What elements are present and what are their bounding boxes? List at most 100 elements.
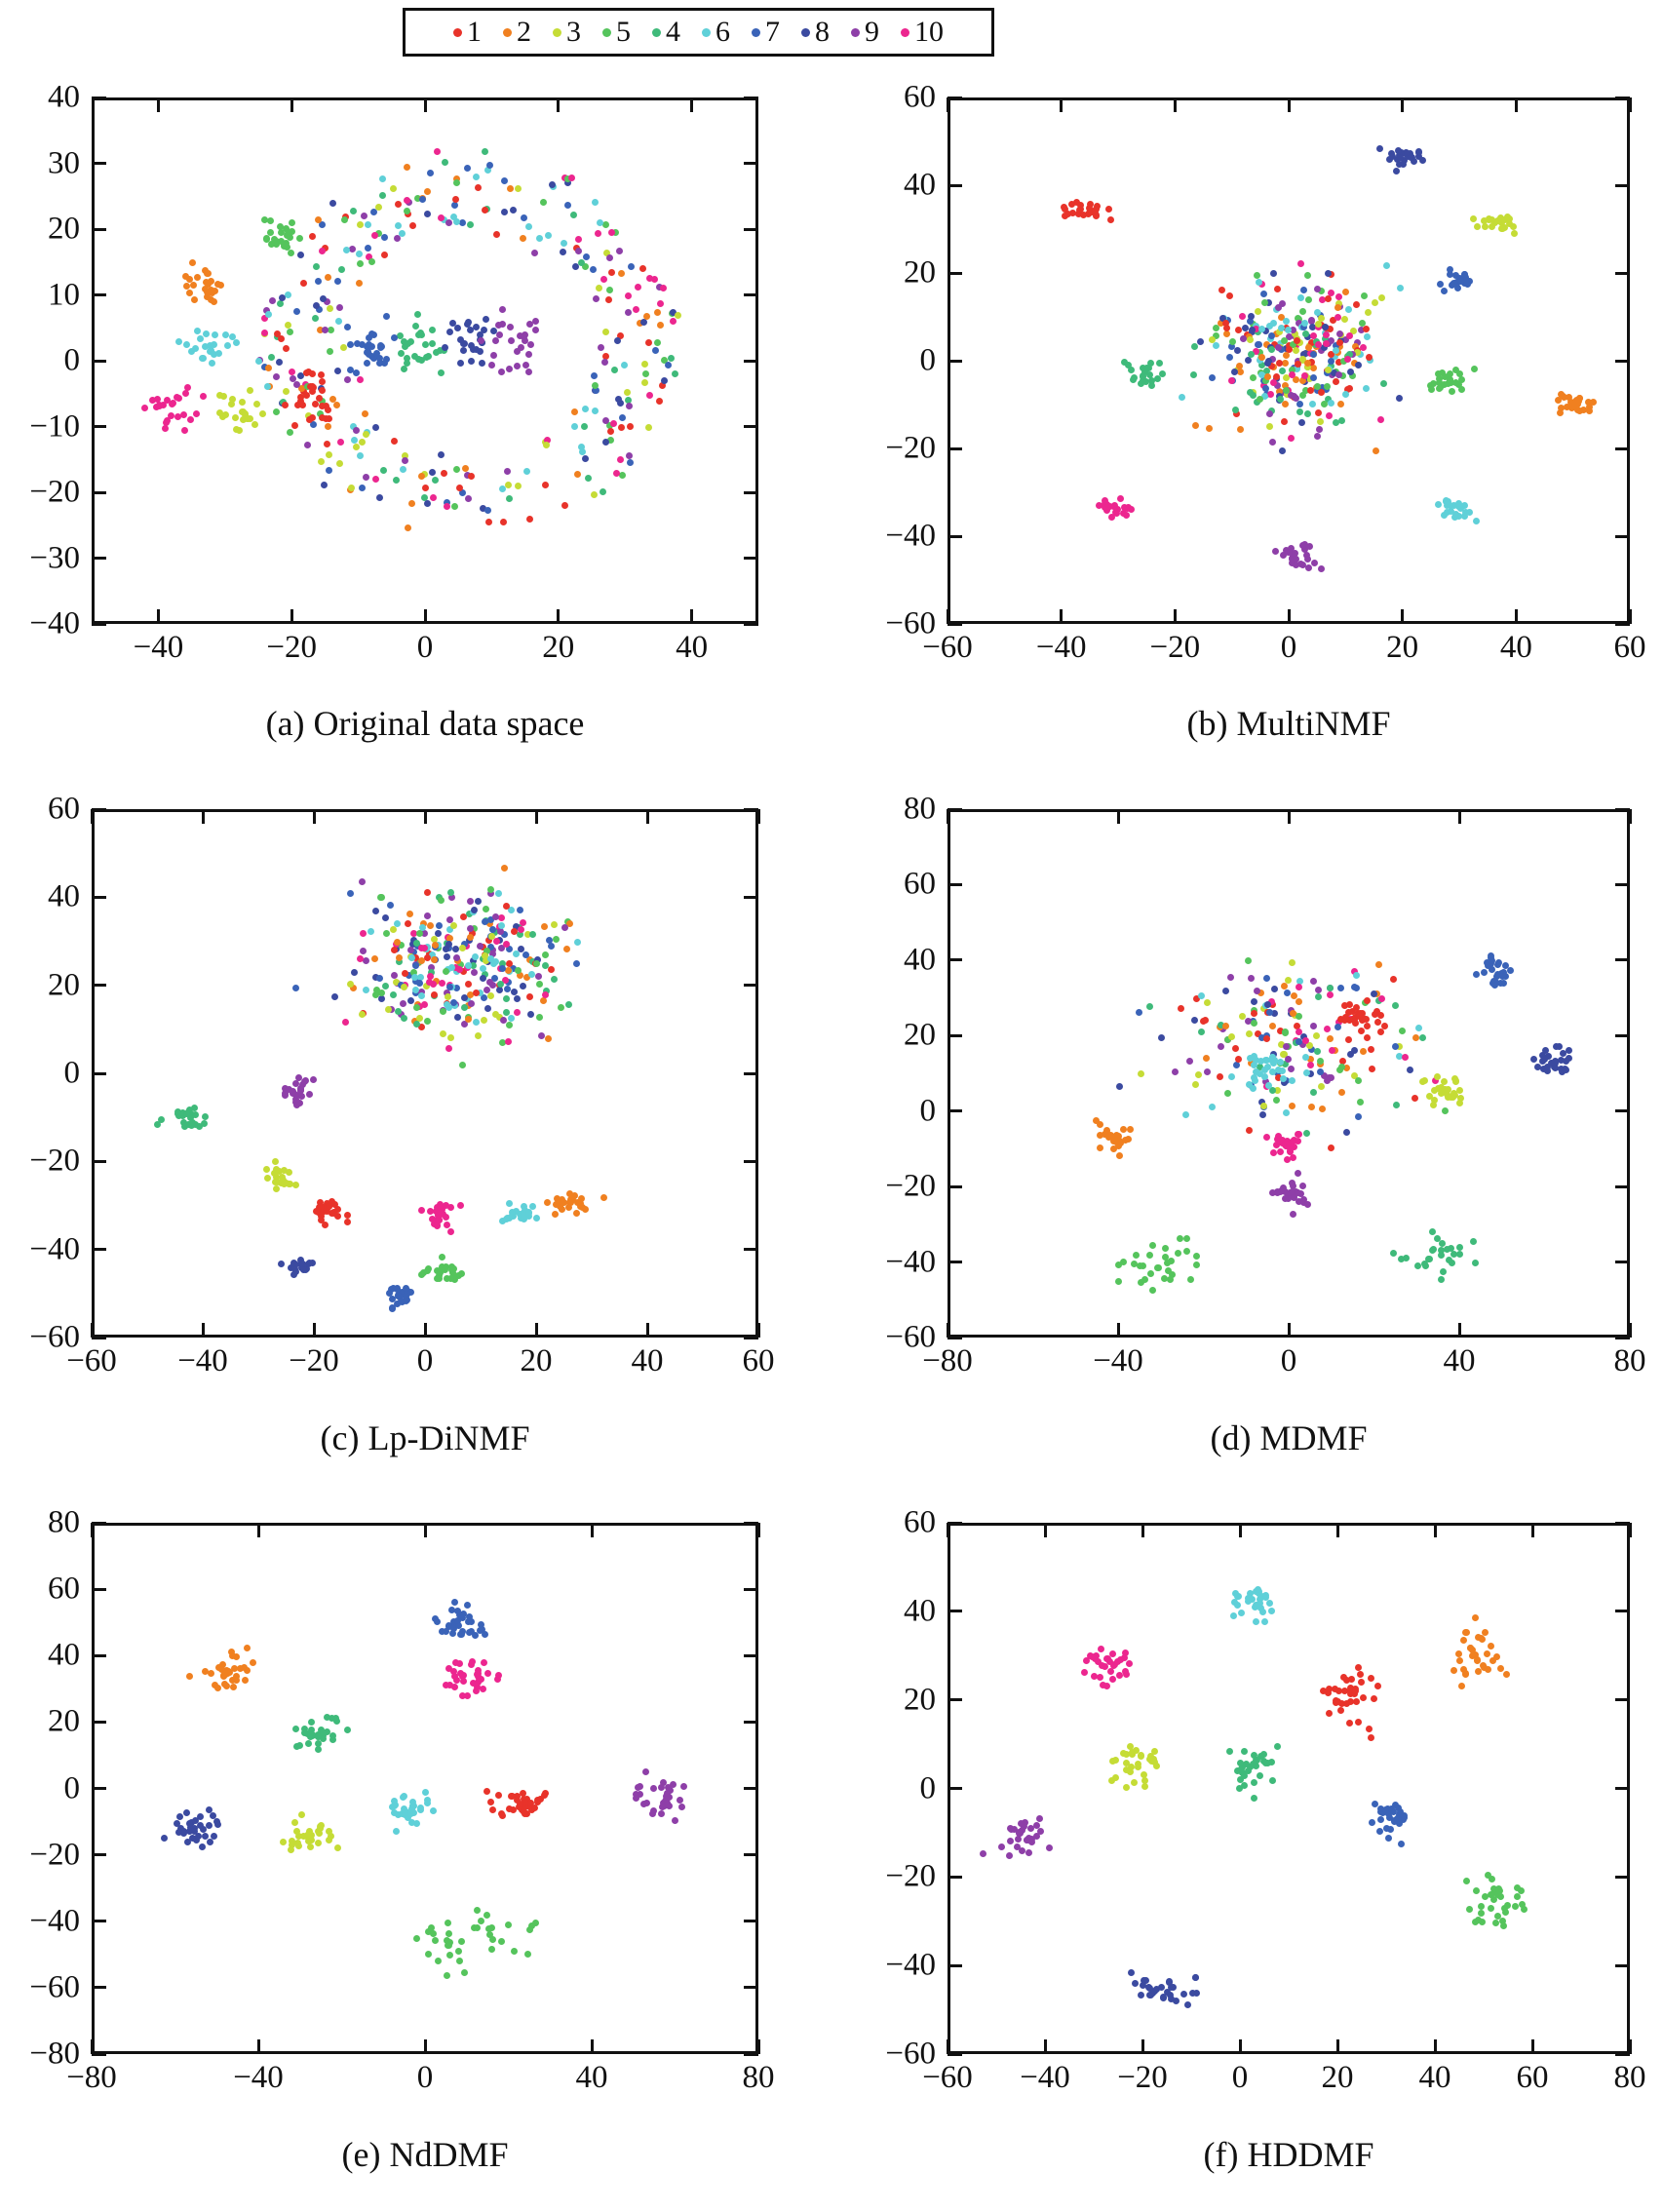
data-point xyxy=(582,252,590,260)
data-point xyxy=(359,929,367,937)
data-point xyxy=(1302,1129,1310,1137)
data-point xyxy=(1456,1244,1464,1252)
y-tick-mark-right xyxy=(1615,1787,1630,1790)
data-point xyxy=(472,1688,480,1695)
data-point xyxy=(1299,351,1307,359)
data-point xyxy=(1367,1734,1374,1742)
data-point xyxy=(446,1951,454,1959)
data-point xyxy=(333,402,341,409)
data-point xyxy=(1134,1761,1141,1768)
data-point xyxy=(484,506,492,514)
data-point xyxy=(420,1001,428,1009)
data-point xyxy=(266,217,274,225)
data-point xyxy=(1122,1649,1130,1657)
data-point xyxy=(1421,1077,1429,1085)
y-tick-label: −40 xyxy=(29,605,80,641)
data-point xyxy=(1400,156,1408,164)
data-point xyxy=(348,484,356,491)
data-point xyxy=(1341,316,1349,324)
data-point xyxy=(561,502,568,510)
data-point xyxy=(600,359,608,367)
data-point xyxy=(612,229,620,237)
y-tick-mark xyxy=(948,2052,962,2056)
data-point xyxy=(1277,1148,1285,1156)
data-point xyxy=(1287,544,1295,552)
data-point xyxy=(463,165,471,173)
y-tick-mark xyxy=(92,227,106,231)
data-point xyxy=(314,1207,322,1215)
data-point xyxy=(433,349,440,357)
data-point xyxy=(1298,562,1306,569)
data-point xyxy=(1377,416,1385,424)
data-point xyxy=(1565,1054,1572,1062)
data-point xyxy=(280,241,288,249)
data-point xyxy=(618,270,626,278)
data-point xyxy=(437,1265,445,1273)
data-point xyxy=(461,464,469,472)
data-point xyxy=(377,893,385,901)
data-point xyxy=(1271,340,1279,348)
x-tick-mark xyxy=(946,1323,949,1338)
data-point xyxy=(325,1828,332,1836)
data-point xyxy=(436,346,444,354)
data-point xyxy=(1250,1010,1257,1018)
data-point xyxy=(314,215,322,223)
y-tick-mark-right xyxy=(1615,1521,1630,1525)
data-point xyxy=(1233,409,1241,417)
data-point xyxy=(1251,1019,1258,1027)
data-point xyxy=(1375,145,1383,153)
data-point xyxy=(1274,1069,1282,1077)
data-point xyxy=(1558,1068,1566,1076)
data-point xyxy=(1556,1043,1564,1051)
data-point xyxy=(1305,1041,1313,1049)
data-point xyxy=(1462,1877,1470,1884)
data-point xyxy=(1239,1012,1247,1020)
data-point xyxy=(373,986,381,993)
data-point xyxy=(404,360,411,368)
data-point xyxy=(521,1807,528,1815)
data-point xyxy=(1397,1256,1405,1262)
data-point xyxy=(1396,1808,1404,1816)
data-point xyxy=(1290,1194,1297,1202)
y-tick-label: 60 xyxy=(904,1504,936,1540)
data-point xyxy=(269,296,277,304)
data-point xyxy=(1370,990,1377,997)
data-point xyxy=(1097,1646,1104,1653)
data-point xyxy=(309,233,317,241)
data-point xyxy=(280,1166,288,1174)
data-point xyxy=(1334,358,1342,366)
data-point xyxy=(1275,343,1283,351)
x-tick-mark xyxy=(1433,2039,1437,2054)
data-point xyxy=(467,1617,475,1625)
data-point xyxy=(530,1805,538,1812)
data-point xyxy=(1551,1058,1559,1066)
data-point xyxy=(579,448,587,456)
data-point xyxy=(1474,1916,1482,1923)
data-point xyxy=(627,263,635,271)
data-point xyxy=(564,1000,572,1008)
data-point xyxy=(371,476,379,484)
data-point xyxy=(1465,509,1473,517)
data-point xyxy=(1376,1815,1384,1823)
data-point xyxy=(1213,324,1220,331)
data-point xyxy=(483,947,491,954)
data-point xyxy=(376,354,384,362)
data-point xyxy=(320,1734,328,1742)
data-point xyxy=(507,323,515,330)
data-point xyxy=(278,335,286,343)
data-point xyxy=(1497,213,1504,221)
data-point xyxy=(450,201,458,209)
data-point xyxy=(1188,1990,1196,1998)
data-point xyxy=(1119,1126,1127,1134)
data-point xyxy=(1257,325,1265,332)
data-point xyxy=(1390,976,1398,984)
data-point xyxy=(478,337,485,345)
data-point xyxy=(264,310,272,318)
data-point xyxy=(401,457,408,465)
data-point xyxy=(1384,1809,1392,1817)
data-point xyxy=(1250,1761,1257,1768)
x-tick-label: −60 xyxy=(922,2060,973,2095)
data-point xyxy=(306,1843,314,1850)
data-point xyxy=(322,402,329,409)
data-point xyxy=(1330,369,1337,377)
